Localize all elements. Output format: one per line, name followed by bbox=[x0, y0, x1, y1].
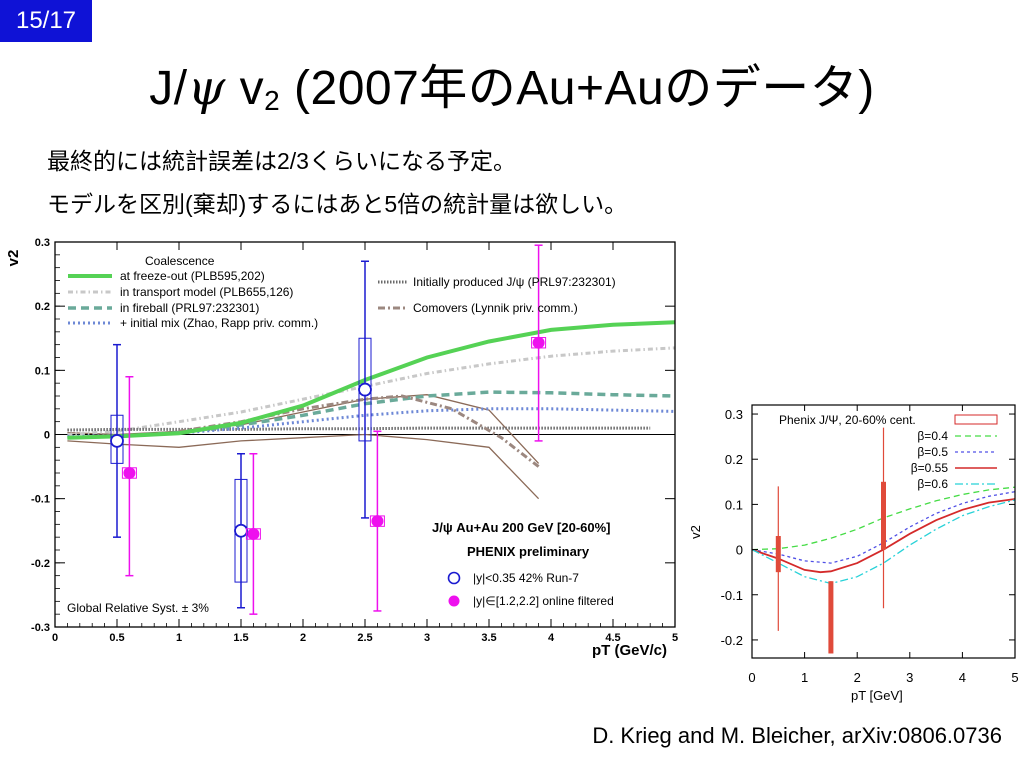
phenix-v2-chart: 0 0.5 1 1.5 2 2.5 3 3.5 4 4.5 5 0.3 0.2 0.1 0 -0.1 -0.2 -… bbox=[5, 237, 678, 659]
x-tick-label: 0.5 bbox=[109, 632, 124, 644]
x-tick-label: 5 bbox=[672, 632, 678, 644]
title-v: v bbox=[225, 62, 265, 115]
legend-label-fireball: in fireball (PRL97:232301) bbox=[120, 301, 259, 315]
data-systematic-box bbox=[775, 536, 781, 573]
body-line-2: モデルを区別(棄却)するにはあと5倍の統計量は欲しい。 bbox=[47, 191, 628, 217]
x-tick-label: 4 bbox=[959, 670, 966, 685]
x-tick-label: 2 bbox=[854, 670, 861, 685]
x-tick-label: 2 bbox=[300, 632, 306, 644]
legend-label-beta04: β=0.4 bbox=[917, 429, 948, 443]
model-legend: Coalescence at freeze-out (PLB595,202) i… bbox=[68, 254, 616, 330]
x-tick-label: 1 bbox=[176, 632, 182, 644]
x-tick-label: 0 bbox=[748, 670, 755, 685]
beta-curve bbox=[751, 498, 1016, 574]
legend-swatch-data bbox=[954, 414, 998, 425]
legend-data-label: Phenix J/Ψ, 20-60% cent. bbox=[779, 413, 916, 427]
data-point-online bbox=[371, 515, 384, 528]
x-tick-label: 4.5 bbox=[605, 632, 620, 644]
beta-curve bbox=[751, 491, 1016, 564]
y-tick-label: 0.1 bbox=[725, 497, 743, 512]
x-tick-label: 5 bbox=[1011, 670, 1018, 685]
legend-marker-online bbox=[448, 595, 460, 607]
title-suffix: (2007年のAu+Auのデータ) bbox=[280, 62, 875, 115]
beta-curve bbox=[751, 486, 1016, 551]
y-axis-label: v2 bbox=[690, 525, 703, 539]
x-tick-label: 1.5 bbox=[233, 632, 248, 644]
data-point-run7 bbox=[234, 523, 248, 538]
x-tick-label: 3 bbox=[906, 670, 913, 685]
y-axis-label: v2 bbox=[5, 250, 22, 267]
slide-title: J/ψ v2 (2007年のAu+Auのデータ) bbox=[0, 48, 1024, 118]
data-point-run7 bbox=[110, 434, 124, 448]
x-axis-label: pT [GeV] bbox=[851, 688, 903, 703]
x-tick-label: 4 bbox=[548, 632, 555, 644]
legend-heading: Coalescence bbox=[145, 254, 215, 268]
legend-label-initial: Initially produced J/ψ (PRL97:232301) bbox=[413, 275, 616, 289]
y-tick-label: 0.2 bbox=[35, 301, 50, 313]
y-tick-label: 0.1 bbox=[35, 365, 50, 377]
y-tick-label: -0.2 bbox=[31, 558, 50, 570]
title-prefix: J/ bbox=[149, 62, 188, 115]
model-comparison-chart: 0 1 2 3 4 5 0.3 0.2 0.1 0 -0.1 -0.2 v2 pT [GeV] Phe… bbox=[690, 404, 1019, 703]
title-subscript: 2 bbox=[264, 85, 281, 116]
model-curve-comovers bbox=[178, 394, 540, 468]
x-tick-label: 3.5 bbox=[481, 632, 496, 644]
y-tick-label: 0 bbox=[736, 543, 743, 558]
y-tick-label: -0.1 bbox=[721, 588, 743, 603]
legend-label-beta06: β=0.6 bbox=[917, 477, 948, 491]
y-tick-label: -0.3 bbox=[31, 622, 50, 634]
data-point-online bbox=[532, 336, 545, 349]
data-point-run7 bbox=[358, 382, 372, 397]
x-tick-label: 1 bbox=[801, 670, 808, 685]
data-annotation: J/ψ Au+Au 200 GeV [20-60%] PHENIX prelim… bbox=[432, 520, 614, 608]
citation-credit: D. Krieg and M. Bleicher, arXiv:0806.073… bbox=[592, 723, 1002, 748]
title-psi: ψ bbox=[187, 60, 226, 116]
y-tick-label: -0.2 bbox=[721, 633, 743, 648]
y-tick-label: -0.1 bbox=[31, 494, 50, 506]
legend-label-freezeout: at freeze-out (PLB595,202) bbox=[120, 269, 265, 283]
x-tick-label: 0 bbox=[52, 632, 58, 644]
beta-curve bbox=[751, 499, 1016, 585]
y-tick-label: 0.2 bbox=[725, 452, 743, 467]
data-point-online bbox=[247, 527, 260, 540]
legend-label-transport: in transport model (PLB655,126) bbox=[120, 285, 293, 299]
annotation-line-1: J/ψ Au+Au 200 GeV [20-60%] bbox=[432, 520, 611, 535]
data-point-online bbox=[123, 467, 136, 479]
beta-legend: Phenix J/Ψ, 20-60% cent. β=0.4 β=0.5 β=0… bbox=[779, 413, 998, 491]
plot-frame bbox=[751, 404, 1016, 659]
legend-label-initmix: + initial mix (Zhao, Rapp priv. comm.) bbox=[120, 316, 318, 330]
legend-label-online: |y|∈[1.2,2.2] online filtered bbox=[473, 594, 614, 608]
data-systematic-box bbox=[828, 581, 834, 654]
body-line-1: 最終的には統計誤差は2/3くらいになる予定。 bbox=[47, 148, 516, 174]
comover-band-lower bbox=[67, 433, 540, 500]
legend-marker-run7 bbox=[447, 571, 461, 585]
y-tick-label: 0.3 bbox=[725, 407, 743, 422]
data-systematic-box bbox=[881, 481, 886, 550]
x-tick-label: 2.5 bbox=[357, 632, 372, 644]
legend-label-beta05: β=0.5 bbox=[917, 445, 948, 459]
legend-label-comovers: Comovers (Lynnik priv. comm.) bbox=[413, 301, 578, 315]
annotation-line-2: PHENIX preliminary bbox=[467, 544, 590, 559]
x-axis-label: pT (GeV/c) bbox=[592, 642, 667, 659]
x-tick-label: 3 bbox=[424, 632, 430, 644]
legend-label-beta055: β=0.55 bbox=[911, 461, 949, 475]
y-tick-label: 0 bbox=[44, 430, 50, 442]
y-tick-label: 0.3 bbox=[35, 237, 50, 249]
legend-label-run7: |y|<0.35 42% Run-7 bbox=[473, 571, 579, 585]
slide-number-badge: 15/17 bbox=[0, 0, 92, 42]
systematics-note: Global Relative Syst. ± 3% bbox=[67, 601, 209, 615]
